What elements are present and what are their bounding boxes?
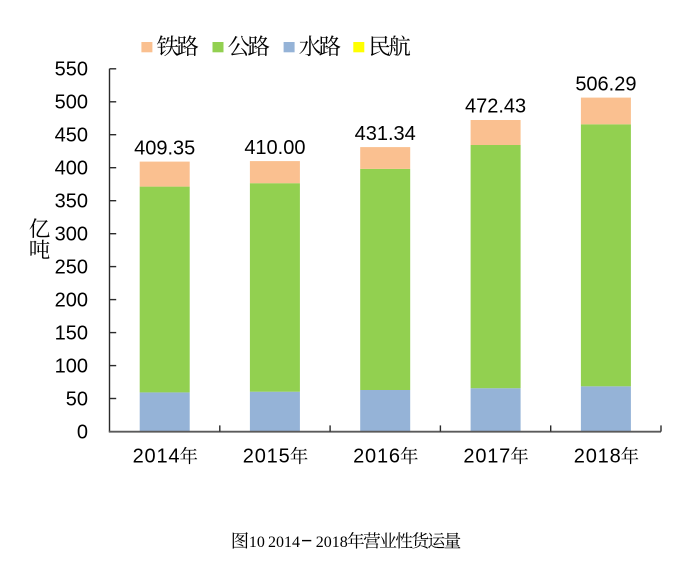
svg-text:506.29: 506.29 xyxy=(575,73,636,95)
svg-text:250: 250 xyxy=(55,257,88,279)
svg-text:472.43: 472.43 xyxy=(465,96,526,118)
svg-text:2015: 2015 xyxy=(243,446,291,468)
svg-text:2016: 2016 xyxy=(353,446,401,468)
svg-text:550: 550 xyxy=(55,59,88,81)
svg-text:410.00: 410.00 xyxy=(244,137,305,159)
svg-text:300: 300 xyxy=(55,224,88,246)
svg-text:2014: 2014 xyxy=(133,446,181,468)
svg-text:200: 200 xyxy=(55,290,88,312)
svg-text:50: 50 xyxy=(66,388,88,410)
svg-text:0: 0 xyxy=(77,421,88,443)
svg-text:2018: 2018 xyxy=(574,446,622,468)
svg-text:100: 100 xyxy=(55,356,88,378)
svg-text:2017: 2017 xyxy=(463,446,511,468)
svg-text:150: 150 xyxy=(55,323,88,345)
svg-text:409.35: 409.35 xyxy=(134,137,195,159)
svg-text:400: 400 xyxy=(55,158,88,180)
svg-text:450: 450 xyxy=(55,125,88,147)
svg-text:350: 350 xyxy=(55,191,88,213)
svg-text:2018: 2018 xyxy=(316,534,348,551)
svg-text:2014: 2014 xyxy=(268,534,300,551)
svg-text:500: 500 xyxy=(55,92,88,114)
svg-text:10: 10 xyxy=(249,534,265,551)
svg-text:431.34: 431.34 xyxy=(355,123,416,145)
